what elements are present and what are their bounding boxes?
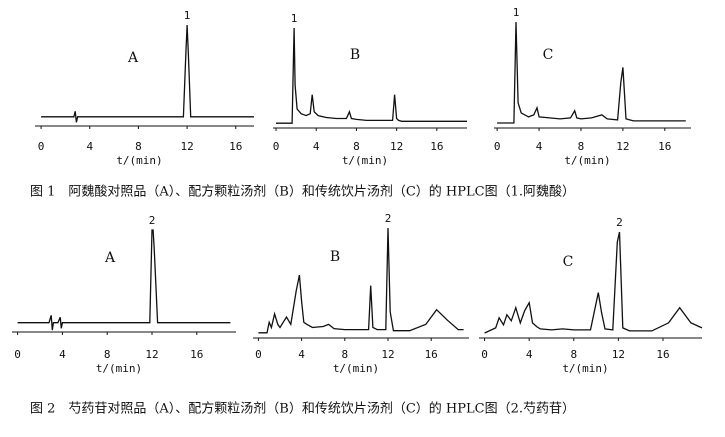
x-tick-label: 4 [313,140,320,153]
x-tick-label: 8 [104,348,111,361]
trace [484,231,703,334]
x-axis-label: t/(min) [116,154,162,167]
x-tick-label: 0 [38,140,45,153]
trace [497,21,686,124]
x-tick-label: 16 [229,140,242,153]
peak-label: 1 [291,12,298,25]
peak-label: 2 [616,216,623,229]
x-tick-label: 4 [536,140,543,153]
x-tick-label: 4 [298,348,305,361]
peak-label: 2 [149,214,156,227]
x-tick-label: 8 [135,140,142,153]
x-axis-label: t/(min) [333,362,379,375]
x-tick-label: 12 [616,140,629,153]
trace [258,227,464,334]
x-tick-label: 12 [390,140,403,153]
x-tick-label: 12 [145,348,158,361]
panel-label: A [127,50,139,66]
x-tick-label: 8 [353,140,360,153]
x-tick-label: 0 [14,348,21,361]
x-tick-label: 0 [255,348,262,361]
peak-label: 2 [385,212,392,225]
x-axis-label: t/(min) [562,362,608,375]
peak-label: 1 [184,9,191,22]
caption: 图 1 阿魏酸对照品（A）、配方颗粒汤剂（B）和传统饮片汤剂（C）的 HPLC图… [30,184,575,200]
x-tick-label: 0 [494,140,501,153]
x-axis-label: t/(min) [342,154,388,167]
trace [276,27,467,124]
x-tick-label: 4 [86,140,93,153]
x-tick-label: 4 [59,348,66,361]
x-tick-label: 4 [526,348,533,361]
peak-label: 1 [513,6,520,19]
trace [17,229,231,331]
panel-label: C [563,254,574,270]
panel-label: B [350,47,360,63]
x-tick-label: 8 [341,348,348,361]
x-tick-label: 0 [481,348,488,361]
x-tick-label: 8 [578,140,585,153]
x-tick-label: 16 [430,140,443,153]
x-tick-label: 16 [658,140,671,153]
x-axis-label: t/(min) [564,154,610,167]
x-axis-label: t/(min) [96,362,142,375]
x-tick-label: 16 [425,348,438,361]
x-tick-label: 0 [273,140,280,153]
panel-label: A [104,250,116,266]
x-tick-label: 16 [656,348,669,361]
panel-label: C [543,47,554,63]
caption: 图 2 芍药苷对照品（A）、配方颗粒汤剂（B）和传统饮片汤剂（C）的 HPLC图… [30,401,575,417]
x-tick-label: 8 [570,348,577,361]
x-tick-label: 12 [612,348,625,361]
trace [41,24,254,123]
x-tick-label: 12 [180,140,193,153]
x-tick-label: 12 [381,348,394,361]
x-tick-label: 16 [190,348,203,361]
panel-label: B [330,249,340,265]
